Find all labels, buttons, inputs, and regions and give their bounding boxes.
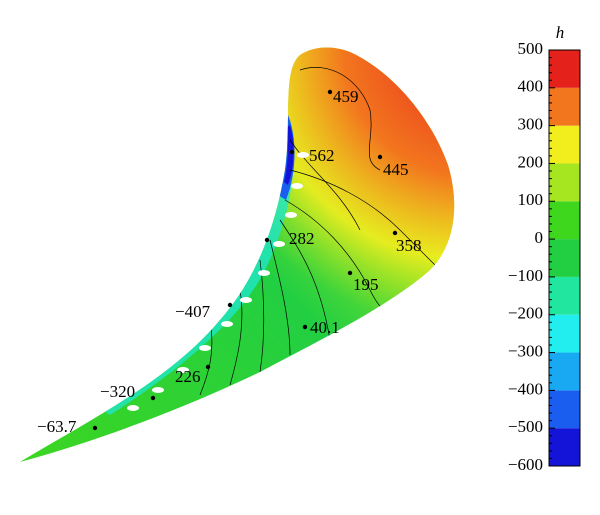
probe-label: 226 [175, 367, 201, 386]
probe-point [264, 237, 270, 243]
probe-label: 562 [309, 146, 335, 165]
colorbar-tick-label: 200 [518, 152, 544, 171]
probe-label: 282 [289, 229, 315, 248]
colorbar-tick-label: 400 [518, 77, 544, 96]
colorbar-tick-label: −300 [508, 341, 543, 360]
probe-point [150, 395, 156, 401]
probe-point [302, 324, 308, 330]
probe-label: 459 [333, 87, 359, 106]
colorbar-tick-label: −600 [508, 455, 543, 474]
colorbar-band [549, 314, 580, 353]
colorbar-label: h [556, 23, 565, 42]
probe-label: 40.1 [310, 318, 340, 337]
colorbar-tick-label: −100 [508, 266, 543, 285]
colorbar-band [549, 352, 580, 391]
probe-point [377, 154, 383, 160]
probe-point [205, 364, 211, 370]
colorbar-band [549, 50, 580, 88]
colorbar-tick-label: 300 [518, 115, 544, 134]
probe-point [92, 425, 98, 431]
colorbar-tick-label: 500 [518, 39, 544, 58]
probe-point [227, 302, 233, 308]
colorbar-tick-label: −500 [508, 417, 543, 436]
colorbar-band [549, 87, 580, 126]
probe-label: −407 [175, 302, 211, 321]
probe-point [289, 149, 295, 155]
colorbar-band [549, 276, 580, 315]
probe-label: 195 [353, 275, 379, 294]
colorbar-tick-label: 100 [518, 190, 544, 209]
colorbar-frame [548, 49, 581, 467]
colorbar-band [549, 390, 580, 429]
colorbar-band [549, 125, 580, 164]
colorbar-band [549, 201, 580, 240]
probe-label: 445 [383, 160, 409, 179]
colorbar-band [549, 239, 580, 277]
probe-point [327, 89, 333, 95]
colorbar-band [549, 163, 580, 202]
colorbar-tick-label: −200 [508, 304, 543, 323]
probe-label: −63.7 [37, 417, 77, 436]
colorbar-tick-label: 0 [535, 228, 544, 247]
colorbar-tick-label: −400 [508, 379, 543, 398]
probe-label: 358 [396, 236, 422, 255]
probe-label: −320 [100, 382, 135, 401]
probe-point [347, 270, 353, 276]
probe-point [392, 230, 398, 236]
colorbar-band [549, 428, 580, 466]
cooling-holes [127, 152, 309, 411]
